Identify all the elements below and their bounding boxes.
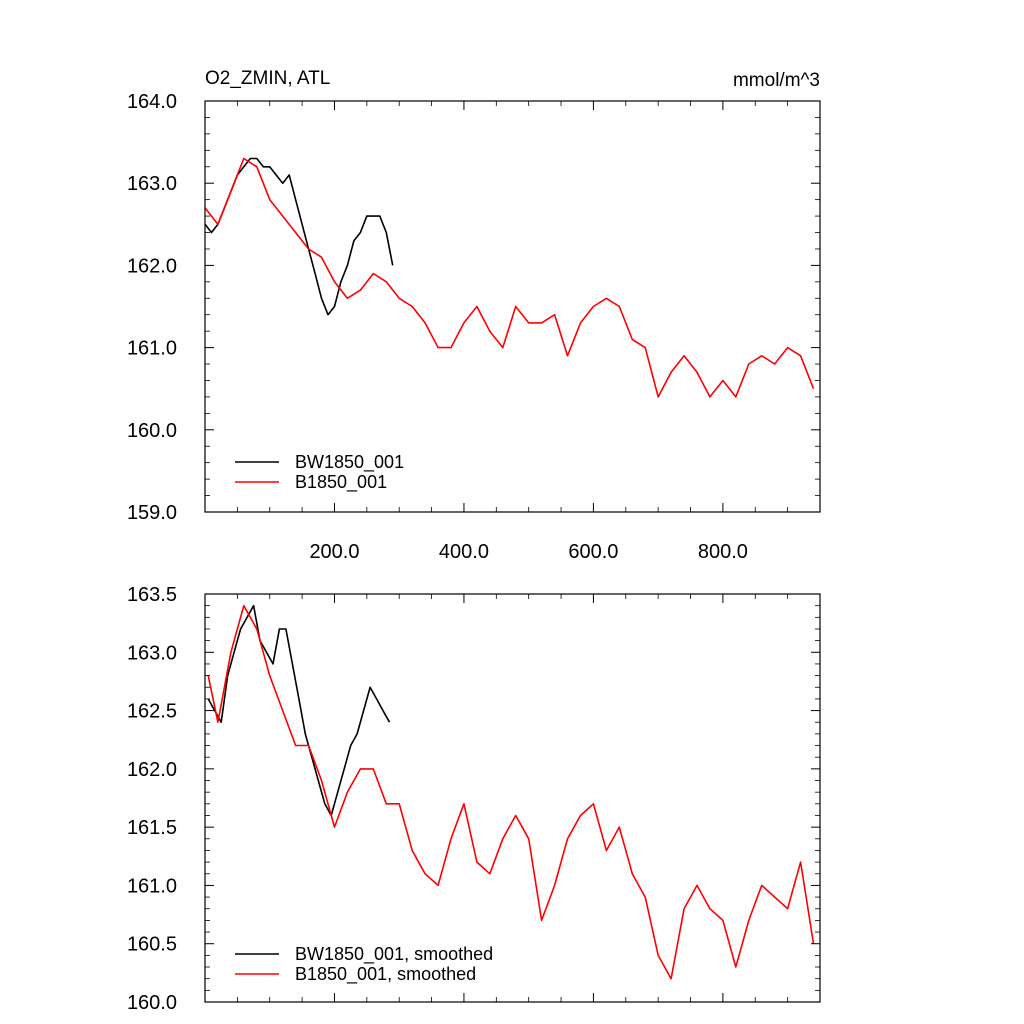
x-tick-label: 200.0 <box>309 541 359 563</box>
plot-frame <box>204 100 821 513</box>
x-tick-label: 800.0 <box>698 541 748 563</box>
legend-label: B1850_001 <box>295 472 387 493</box>
series-line-bw1850 <box>207 604 391 817</box>
legend-label: B1850_001, smoothed <box>295 964 476 985</box>
top-panel: 159.0 160.0 161.0 162.0 163.0 164.0 200.0 400.0… <box>127 91 821 563</box>
bottom-panel: 160.0 160.5 161.0 161.5 162.0 162.5 163.0 163.5… <box>127 584 821 1014</box>
y-tick-label: 162.0 <box>127 759 177 781</box>
legend-label: BW1850_001, smoothed <box>295 944 493 965</box>
plot-frame <box>204 593 821 1003</box>
y-tick-label: 160.5 <box>127 934 177 956</box>
legend-label: BW1850_001 <box>295 452 404 473</box>
y-tick-label: 162.5 <box>127 701 177 723</box>
y-tick-label: 160.0 <box>127 992 177 1014</box>
y-tick-label: 161.0 <box>127 875 177 897</box>
y-tick-label: 163.0 <box>127 642 177 664</box>
figure-title-right: mmol/m^3 <box>733 70 820 91</box>
y-tick-label: 159.0 <box>127 502 177 524</box>
y-tick-label: 164.0 <box>127 91 177 113</box>
y-tick-label: 160.0 <box>127 420 177 442</box>
y-tick-label: 161.0 <box>127 338 177 360</box>
y-tick-label: 162.0 <box>127 255 177 277</box>
x-tick-label: 400.0 <box>439 541 489 563</box>
figure-title-left: O2_ZMIN, ATL <box>205 68 330 89</box>
series-line-b1850 <box>207 604 815 980</box>
y-tick-label: 161.5 <box>127 817 177 839</box>
x-tick-label: 600.0 <box>568 541 618 563</box>
series-line-b1850 <box>204 157 815 398</box>
y-tick-label: 163.0 <box>127 173 177 195</box>
y-tick-label: 163.5 <box>127 584 177 606</box>
